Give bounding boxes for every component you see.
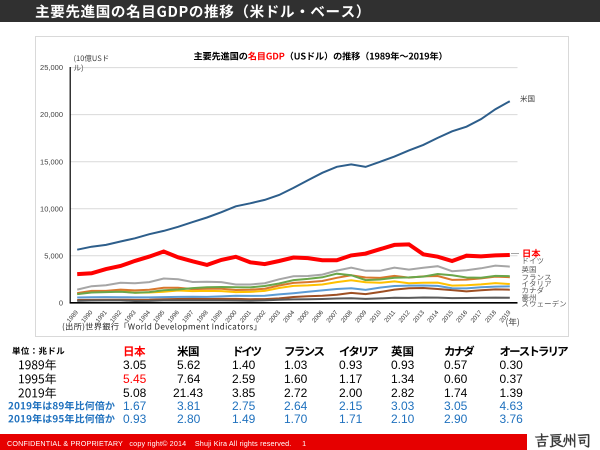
svg-text:0: 0	[59, 298, 63, 307]
svg-text:2017: 2017	[470, 309, 485, 324]
svg-text:2013: 2013	[412, 309, 427, 324]
svg-text:1994: 1994	[138, 309, 153, 324]
svg-text:2004: 2004	[282, 309, 297, 324]
svg-text:2006: 2006	[311, 309, 326, 324]
svg-text:1996: 1996	[167, 309, 182, 324]
svg-text:1989: 1989	[66, 309, 81, 324]
svg-text:2011: 2011	[383, 309, 397, 324]
svg-text:2018: 2018	[484, 309, 499, 324]
svg-text:2000: 2000	[224, 309, 239, 324]
svg-text:1997: 1997	[181, 309, 196, 324]
svg-text:2003: 2003	[268, 309, 283, 324]
svg-text:10,000: 10,000	[40, 204, 63, 213]
svg-text:2005: 2005	[296, 309, 311, 324]
svg-text:1993: 1993	[123, 309, 138, 324]
svg-text:25,000: 25,000	[40, 63, 63, 72]
svg-text:2002: 2002	[253, 309, 268, 324]
svg-text:1999: 1999	[210, 309, 225, 324]
svg-text:2015: 2015	[441, 309, 456, 324]
svg-text:1998: 1998	[196, 309, 211, 324]
svg-text:5,000: 5,000	[44, 251, 63, 260]
svg-text:15,000: 15,000	[40, 157, 63, 166]
svg-text:1992: 1992	[109, 309, 124, 324]
svg-text:2008: 2008	[340, 309, 355, 324]
svg-text:2009: 2009	[354, 309, 369, 324]
svg-text:1990: 1990	[80, 309, 95, 324]
svg-text:2014: 2014	[426, 309, 441, 324]
svg-text:2016: 2016	[455, 309, 470, 324]
svg-text:2010: 2010	[369, 309, 384, 324]
svg-text:2012: 2012	[397, 309, 412, 324]
svg-text:1995: 1995	[152, 309, 167, 324]
svg-text:2007: 2007	[325, 309, 340, 324]
svg-text:2001: 2001	[239, 309, 254, 324]
svg-text:1991: 1991	[95, 309, 110, 324]
svg-text:20,000: 20,000	[40, 110, 63, 119]
